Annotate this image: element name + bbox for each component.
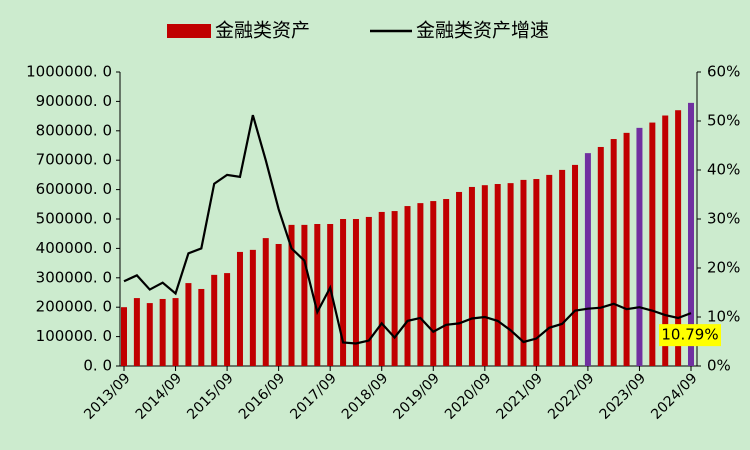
- y2-tick-label: 60%: [707, 63, 740, 81]
- bar: [584, 153, 591, 366]
- line: [123, 114, 692, 345]
- bar: [391, 211, 398, 366]
- bar: [121, 307, 127, 366]
- bar: [417, 203, 424, 366]
- bar: [314, 223, 321, 366]
- bar: [340, 219, 347, 366]
- bar: [636, 127, 643, 366]
- x-tick-label: 2023/09: [597, 370, 649, 422]
- x-tick-label: 2014/09: [133, 370, 185, 422]
- x-tick-label: 2016/09: [236, 370, 288, 422]
- bar: [133, 298, 140, 366]
- x-tick-label: 2019/09: [390, 370, 442, 422]
- bar: [610, 139, 617, 366]
- bar: [172, 298, 179, 366]
- bar: [456, 191, 463, 366]
- bar: [352, 219, 359, 366]
- bar: [520, 179, 527, 366]
- x-tick-label: 2021/09: [494, 370, 546, 422]
- legend-swatch: [167, 24, 211, 38]
- y2-tick-label: 0%: [707, 357, 731, 375]
- y2-tick-label: 30%: [707, 210, 740, 228]
- bar: [675, 110, 682, 366]
- bar: [507, 183, 514, 366]
- bar: [443, 199, 450, 366]
- y-tick-label: 200000. 0: [36, 298, 112, 316]
- data-label-bg: [659, 324, 721, 347]
- bar: [623, 132, 630, 366]
- x-tick-label: 2020/09: [442, 370, 494, 422]
- y-tick-label: 900000. 0: [36, 92, 112, 110]
- y-tick-label: 300000. 0: [36, 268, 112, 286]
- bar: [572, 164, 579, 366]
- x-tick-label: 2013/09: [81, 370, 133, 422]
- bar: [378, 211, 385, 366]
- y-tick-label: 100000. 0: [36, 327, 112, 345]
- bar: [533, 179, 540, 366]
- y-tick-label: 400000. 0: [36, 239, 112, 257]
- bar: [468, 186, 475, 366]
- x-tick-label: 2024/09: [648, 370, 700, 422]
- y-tick-label: 800000. 0: [36, 121, 112, 139]
- bar: [224, 273, 231, 366]
- y-tick-label: 500000. 0: [36, 210, 112, 228]
- bar: [430, 201, 437, 366]
- bar: [236, 251, 243, 366]
- bar: [546, 174, 553, 366]
- y2-tick-label: 50%: [707, 112, 740, 130]
- y2-tick-label: 10%: [707, 308, 740, 326]
- bar: [481, 185, 488, 366]
- bar: [146, 303, 153, 366]
- y2-tick-label: 20%: [707, 259, 740, 277]
- bar: [688, 102, 694, 367]
- y-tick-label: 700000. 0: [36, 151, 112, 169]
- legend-label: 金融类资产: [215, 20, 310, 42]
- y-tick-label: 1000000. 0: [26, 63, 112, 81]
- bar: [275, 243, 282, 366]
- x-tick-label: 2018/09: [339, 370, 391, 422]
- bar: [262, 238, 269, 366]
- bar: [211, 274, 218, 366]
- bar: [185, 283, 192, 366]
- bar: [494, 184, 501, 366]
- bar: [327, 223, 334, 366]
- bar: [288, 224, 295, 366]
- x-tick-label: 2015/09: [184, 370, 236, 422]
- x-tick-label: 2022/09: [545, 370, 597, 422]
- legend-label: 金融类资产增速: [416, 20, 549, 42]
- bar: [301, 224, 308, 366]
- bar: [365, 216, 372, 366]
- bar: [198, 288, 205, 366]
- x-tick-label: 2017/09: [287, 370, 339, 422]
- bar: [649, 122, 656, 367]
- bar: [662, 115, 669, 367]
- data-label: 10.79%: [661, 326, 718, 344]
- y2-tick-label: 40%: [707, 161, 740, 179]
- bar: [249, 249, 256, 366]
- y-tick-label: 0. 0: [83, 357, 112, 375]
- bar: [559, 169, 566, 366]
- y-tick-label: 600000. 0: [36, 180, 112, 198]
- bar: [159, 298, 166, 366]
- bar: [597, 146, 604, 366]
- bar: [404, 206, 411, 366]
